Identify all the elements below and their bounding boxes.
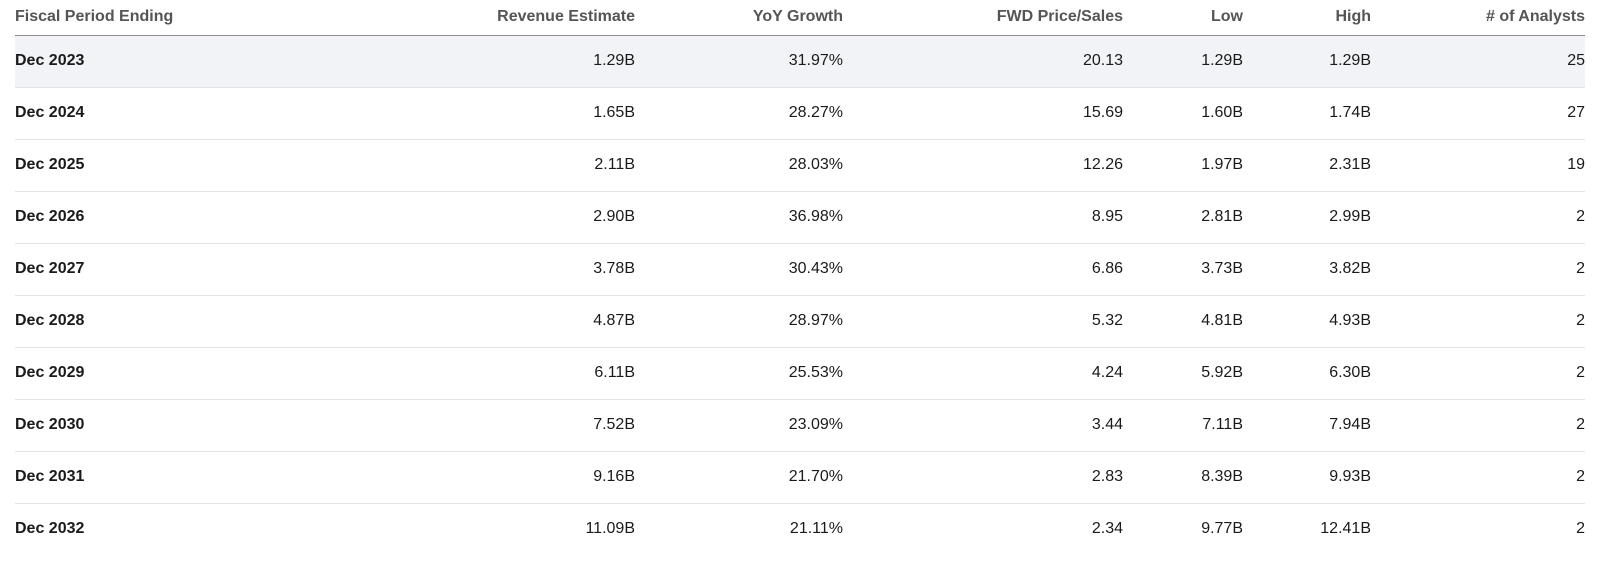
cell-revenue-estimate: 3.78B	[305, 243, 635, 296]
cell-high: 3.82B	[1243, 243, 1371, 296]
cell-num-analysts: 2	[1371, 399, 1585, 452]
cell-yoy-growth: 31.97%	[635, 35, 843, 88]
cell-yoy-growth: 23.09%	[635, 399, 843, 452]
cell-low: 4.81B	[1123, 295, 1243, 348]
cell-low: 1.29B	[1123, 35, 1243, 88]
cell-yoy-growth: 28.03%	[635, 139, 843, 192]
cell-num-analysts: 27	[1371, 87, 1585, 140]
cell-high: 4.93B	[1243, 295, 1371, 348]
cell-fiscal-period: Dec 2028	[15, 295, 305, 348]
cell-fwd-price-sales: 8.95	[843, 191, 1123, 244]
cell-high: 7.94B	[1243, 399, 1371, 452]
cell-low: 9.77B	[1201, 520, 1243, 538]
cell-fiscal-period: Dec 2025	[15, 139, 305, 192]
table-row[interactable]: Dec 2024 1.65B 28.27% 15.69 1.60B 1.74B …	[15, 87, 1585, 140]
cell-high: 6.30B	[1243, 347, 1371, 400]
cell-fwd-price-sales: 12.26	[843, 139, 1123, 192]
cell-high: 2.99B	[1243, 191, 1371, 244]
cell-num-analysts: 2	[1371, 191, 1585, 244]
header-fwd-price-sales[interactable]: FWD Price/Sales	[843, 0, 1123, 36]
cell-fiscal-period: Dec 2023	[15, 35, 305, 88]
table-row[interactable]: Dec 2030 7.52B 23.09% 3.44 7.11B 7.94B 2	[15, 399, 1585, 452]
cell-revenue-estimate: 2.90B	[305, 191, 635, 244]
cell-fiscal-period: Dec 2030	[15, 399, 305, 452]
cell-revenue-estimate: 1.29B	[305, 35, 635, 88]
table-row[interactable]: Dec 2023 1.29B 31.97% 20.13 1.29B 1.29B …	[15, 35, 1585, 88]
cell-revenue-estimate: 4.87B	[305, 295, 635, 348]
revenue-estimates-table: Fiscal Period Ending Revenue Estimate Yo…	[15, 0, 1585, 555]
cell-low: 3.73B	[1123, 243, 1243, 296]
table-row[interactable]: Dec 2025 2.11B 28.03% 12.26 1.97B 2.31B …	[15, 139, 1585, 192]
cell-yoy-growth: 28.27%	[635, 87, 843, 140]
cell-fiscal-period: Dec 2031	[15, 451, 305, 504]
revenue-estimates-table-container: Fiscal Period Ending Revenue Estimate Yo…	[15, 0, 1585, 555]
table-row[interactable]: Dec 2032 11.09B 21.11% 2.34 9.77B 12.41B…	[15, 503, 1585, 555]
header-high[interactable]: High	[1243, 0, 1371, 36]
cell-yoy-growth: 36.98%	[635, 191, 843, 244]
cell-fwd-price-sales: 4.24	[843, 347, 1123, 400]
table-row[interactable]: Dec 2029 6.11B 25.53% 4.24 5.92B 6.30B 2	[15, 347, 1585, 400]
cell-num-analysts: 19	[1371, 139, 1585, 192]
cell-yoy-growth: 21.70%	[635, 451, 843, 504]
cell-low: 1.60B	[1123, 87, 1243, 140]
cell-high: 12.41B	[1320, 520, 1371, 538]
cell-fwd-price-sales: 2.83	[843, 451, 1123, 504]
cell-fiscal-period: Dec 2027	[15, 243, 305, 296]
cell-fwd-price-sales: 20.13	[843, 35, 1123, 88]
table-row[interactable]: Dec 2028 4.87B 28.97% 5.32 4.81B 4.93B 2	[15, 295, 1585, 348]
table-body: Dec 2023 1.29B 31.97% 20.13 1.29B 1.29B …	[15, 35, 1585, 555]
cell-fwd-price-sales: 3.44	[843, 399, 1123, 452]
header-num-analysts[interactable]: # of Analysts	[1371, 0, 1585, 36]
cell-num-analysts: 25	[1371, 35, 1585, 88]
cell-fiscal-period: Dec 2032	[15, 520, 85, 538]
cell-revenue-estimate: 9.16B	[305, 451, 635, 504]
table-row[interactable]: Dec 2026 2.90B 36.98% 8.95 2.81B 2.99B 2	[15, 191, 1585, 244]
cell-num-analysts: 2	[1371, 295, 1585, 348]
cell-fwd-price-sales: 15.69	[843, 87, 1123, 140]
cell-fiscal-period: Dec 2029	[15, 347, 305, 400]
cell-low: 7.11B	[1123, 399, 1243, 452]
cell-fwd-price-sales: 5.32	[843, 295, 1123, 348]
cell-num-analysts: 2	[1371, 243, 1585, 296]
header-yoy-growth[interactable]: YoY Growth	[635, 0, 843, 36]
cell-low: 8.39B	[1123, 451, 1243, 504]
cell-num-analysts: 2	[1576, 520, 1585, 538]
cell-yoy-growth: 28.97%	[635, 295, 843, 348]
cell-revenue-estimate: 11.09B	[585, 520, 635, 538]
table-row[interactable]: Dec 2027 3.78B 30.43% 6.86 3.73B 3.82B 2	[15, 243, 1585, 296]
table-header: Fiscal Period Ending Revenue Estimate Yo…	[15, 0, 1585, 36]
header-low[interactable]: Low	[1123, 0, 1243, 36]
header-revenue-estimate[interactable]: Revenue Estimate	[305, 0, 635, 36]
cell-revenue-estimate: 6.11B	[305, 347, 635, 400]
cell-yoy-growth: 21.11%	[789, 520, 843, 538]
cell-revenue-estimate: 7.52B	[305, 399, 635, 452]
cell-yoy-growth: 25.53%	[635, 347, 843, 400]
header-fiscal-period-ending[interactable]: Fiscal Period Ending	[15, 0, 305, 36]
cell-fwd-price-sales: 6.86	[843, 243, 1123, 296]
cell-revenue-estimate: 1.65B	[305, 87, 635, 140]
cell-fiscal-period: Dec 2024	[15, 87, 305, 140]
cell-high: 9.93B	[1243, 451, 1371, 504]
cell-num-analysts: 2	[1371, 347, 1585, 400]
header-row: Fiscal Period Ending Revenue Estimate Yo…	[15, 0, 1585, 36]
cell-high: 1.29B	[1243, 35, 1371, 88]
cell-high: 2.31B	[1243, 139, 1371, 192]
cell-high: 1.74B	[1243, 87, 1371, 140]
cell-yoy-growth: 30.43%	[635, 243, 843, 296]
cell-fwd-price-sales: 2.34	[1091, 520, 1123, 538]
cell-fiscal-period: Dec 2026	[15, 191, 305, 244]
cell-low: 5.92B	[1123, 347, 1243, 400]
table-row[interactable]: Dec 2031 9.16B 21.70% 2.83 8.39B 9.93B 2	[15, 451, 1585, 504]
cell-low: 2.81B	[1123, 191, 1243, 244]
cell-low: 1.97B	[1123, 139, 1243, 192]
cell-num-analysts: 2	[1371, 451, 1585, 504]
cell-revenue-estimate: 2.11B	[305, 139, 635, 192]
